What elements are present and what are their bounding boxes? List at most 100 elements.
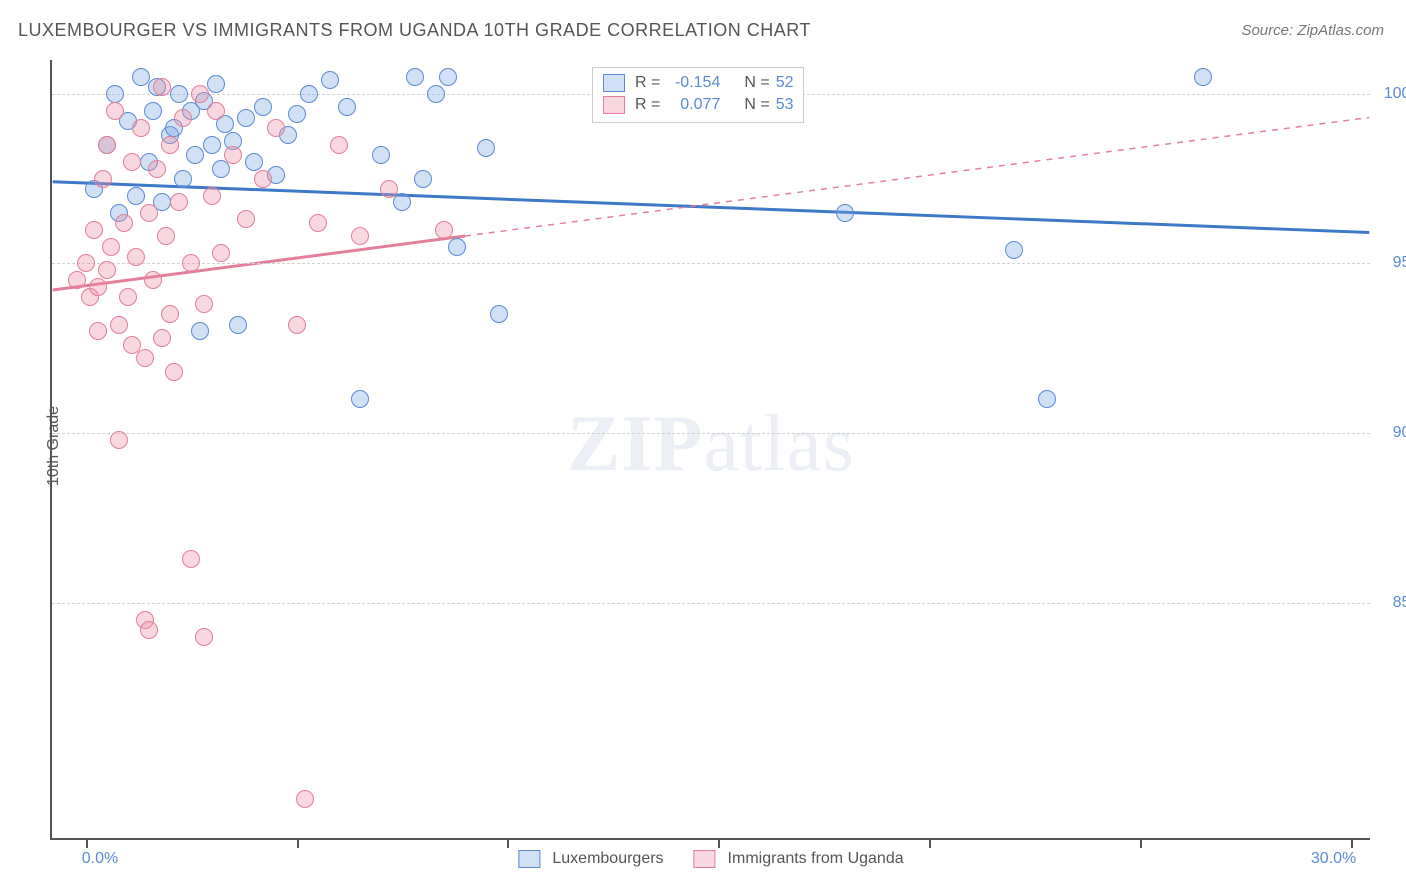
scatter-point-luxembourgers [207, 75, 225, 93]
scatter-point-luxembourgers [477, 139, 495, 157]
scatter-point-luxembourgers [490, 305, 508, 323]
scatter-point-immigrants_uganda [102, 238, 120, 256]
r-label: R = [635, 72, 660, 94]
scatter-point-immigrants_uganda [195, 628, 213, 646]
scatter-point-immigrants_uganda [89, 278, 107, 296]
scatter-point-luxembourgers [427, 85, 445, 103]
y-tick-label: 90.0% [1378, 424, 1406, 442]
r-label: R = [635, 94, 660, 116]
scatter-point-immigrants_uganda [351, 227, 369, 245]
scatter-point-immigrants_uganda [68, 271, 86, 289]
scatter-point-immigrants_uganda [153, 78, 171, 96]
stats-legend-row-luxembourgers: R = -0.154N = 52 [603, 72, 793, 94]
scatter-point-immigrants_uganda [380, 180, 398, 198]
x-tick [1140, 838, 1142, 848]
scatter-point-immigrants_uganda [119, 288, 137, 306]
x-tick-label: 0.0% [82, 850, 118, 868]
scatter-point-luxembourgers [288, 105, 306, 123]
y-tick-label: 85.0% [1378, 594, 1406, 612]
scatter-point-luxembourgers [1038, 390, 1056, 408]
scatter-point-immigrants_uganda [195, 295, 213, 313]
scatter-point-luxembourgers [372, 146, 390, 164]
scatter-point-immigrants_uganda [170, 193, 188, 211]
chart-container: LUXEMBOURGER VS IMMIGRANTS FROM UGANDA 1… [0, 0, 1406, 892]
scatter-point-luxembourgers [237, 109, 255, 127]
scatter-point-immigrants_uganda [89, 322, 107, 340]
plot-area: ZIPatlas 85.0%90.0%95.0%100.0%0.0%30.0%R… [50, 60, 1370, 840]
trendline-extrapolated-immigrants_uganda [465, 118, 1369, 236]
scatter-point-immigrants_uganda [288, 316, 306, 334]
r-value: 0.077 [666, 94, 720, 116]
gridline-horizontal [52, 433, 1370, 434]
series-legend-item-immigrants_uganda: Immigrants from Uganda [694, 850, 904, 868]
scatter-point-luxembourgers [406, 68, 424, 86]
scatter-point-immigrants_uganda [148, 160, 166, 178]
legend-swatch [518, 850, 540, 868]
x-tick-label: 30.0% [1311, 850, 1356, 868]
x-tick [507, 838, 509, 848]
scatter-point-luxembourgers [203, 136, 221, 154]
scatter-point-immigrants_uganda [115, 214, 133, 232]
stats-legend: R = -0.154N = 52R = 0.077 N = 53 [592, 67, 804, 123]
legend-swatch [603, 74, 625, 92]
scatter-point-luxembourgers [174, 170, 192, 188]
scatter-point-immigrants_uganda [161, 136, 179, 154]
scatter-point-immigrants_uganda [207, 102, 225, 120]
scatter-point-luxembourgers [1194, 68, 1212, 86]
watermark-atlas: atlas [703, 400, 855, 488]
scatter-point-immigrants_uganda [144, 271, 162, 289]
gridline-horizontal [52, 603, 1370, 604]
scatter-point-luxembourgers [414, 170, 432, 188]
scatter-point-immigrants_uganda [330, 136, 348, 154]
scatter-point-immigrants_uganda [123, 153, 141, 171]
scatter-point-immigrants_uganda [98, 136, 116, 154]
scatter-point-luxembourgers [186, 146, 204, 164]
scatter-point-luxembourgers [144, 102, 162, 120]
scatter-point-luxembourgers [212, 160, 230, 178]
scatter-point-luxembourgers [351, 390, 369, 408]
scatter-point-immigrants_uganda [110, 431, 128, 449]
scatter-point-immigrants_uganda [153, 329, 171, 347]
watermark: ZIPatlas [567, 399, 855, 490]
scatter-point-immigrants_uganda [110, 316, 128, 334]
x-tick [718, 838, 720, 848]
legend-swatch [603, 96, 625, 114]
scatter-point-luxembourgers [254, 98, 272, 116]
scatter-point-immigrants_uganda [309, 214, 327, 232]
n-value: 53 [776, 94, 794, 116]
scatter-point-luxembourgers [321, 71, 339, 89]
n-value: 52 [776, 72, 794, 94]
watermark-zip: ZIP [567, 400, 703, 488]
source-attribution: Source: ZipAtlas.com [1241, 22, 1384, 39]
x-tick [86, 838, 88, 848]
n-label: N = [744, 94, 769, 116]
scatter-point-luxembourgers [170, 85, 188, 103]
scatter-point-immigrants_uganda [127, 248, 145, 266]
scatter-point-immigrants_uganda [224, 146, 242, 164]
scatter-point-luxembourgers [836, 204, 854, 222]
scatter-point-luxembourgers [127, 187, 145, 205]
r-value: -0.154 [666, 72, 720, 94]
scatter-point-immigrants_uganda [140, 204, 158, 222]
scatter-point-luxembourgers [439, 68, 457, 86]
scatter-point-immigrants_uganda [157, 227, 175, 245]
scatter-point-luxembourgers [393, 193, 411, 211]
scatter-point-immigrants_uganda [98, 261, 116, 279]
scatter-point-immigrants_uganda [296, 790, 314, 808]
scatter-point-immigrants_uganda [161, 305, 179, 323]
scatter-point-immigrants_uganda [77, 254, 95, 272]
scatter-point-luxembourgers [132, 68, 150, 86]
x-tick [1351, 838, 1353, 848]
scatter-point-immigrants_uganda [165, 363, 183, 381]
scatter-point-immigrants_uganda [237, 210, 255, 228]
series-legend-label: Luxembourgers [552, 850, 663, 868]
series-legend-item-luxembourgers: Luxembourgers [518, 850, 663, 868]
scatter-point-luxembourgers [106, 85, 124, 103]
scatter-point-immigrants_uganda [182, 550, 200, 568]
stats-legend-row-immigrants_uganda: R = 0.077 N = 53 [603, 94, 793, 116]
series-legend: Luxembourgers Immigrants from Uganda [518, 850, 903, 868]
gridline-horizontal [52, 263, 1370, 264]
scatter-point-immigrants_uganda [254, 170, 272, 188]
series-legend-label: Immigrants from Uganda [728, 850, 904, 868]
scatter-point-luxembourgers [338, 98, 356, 116]
